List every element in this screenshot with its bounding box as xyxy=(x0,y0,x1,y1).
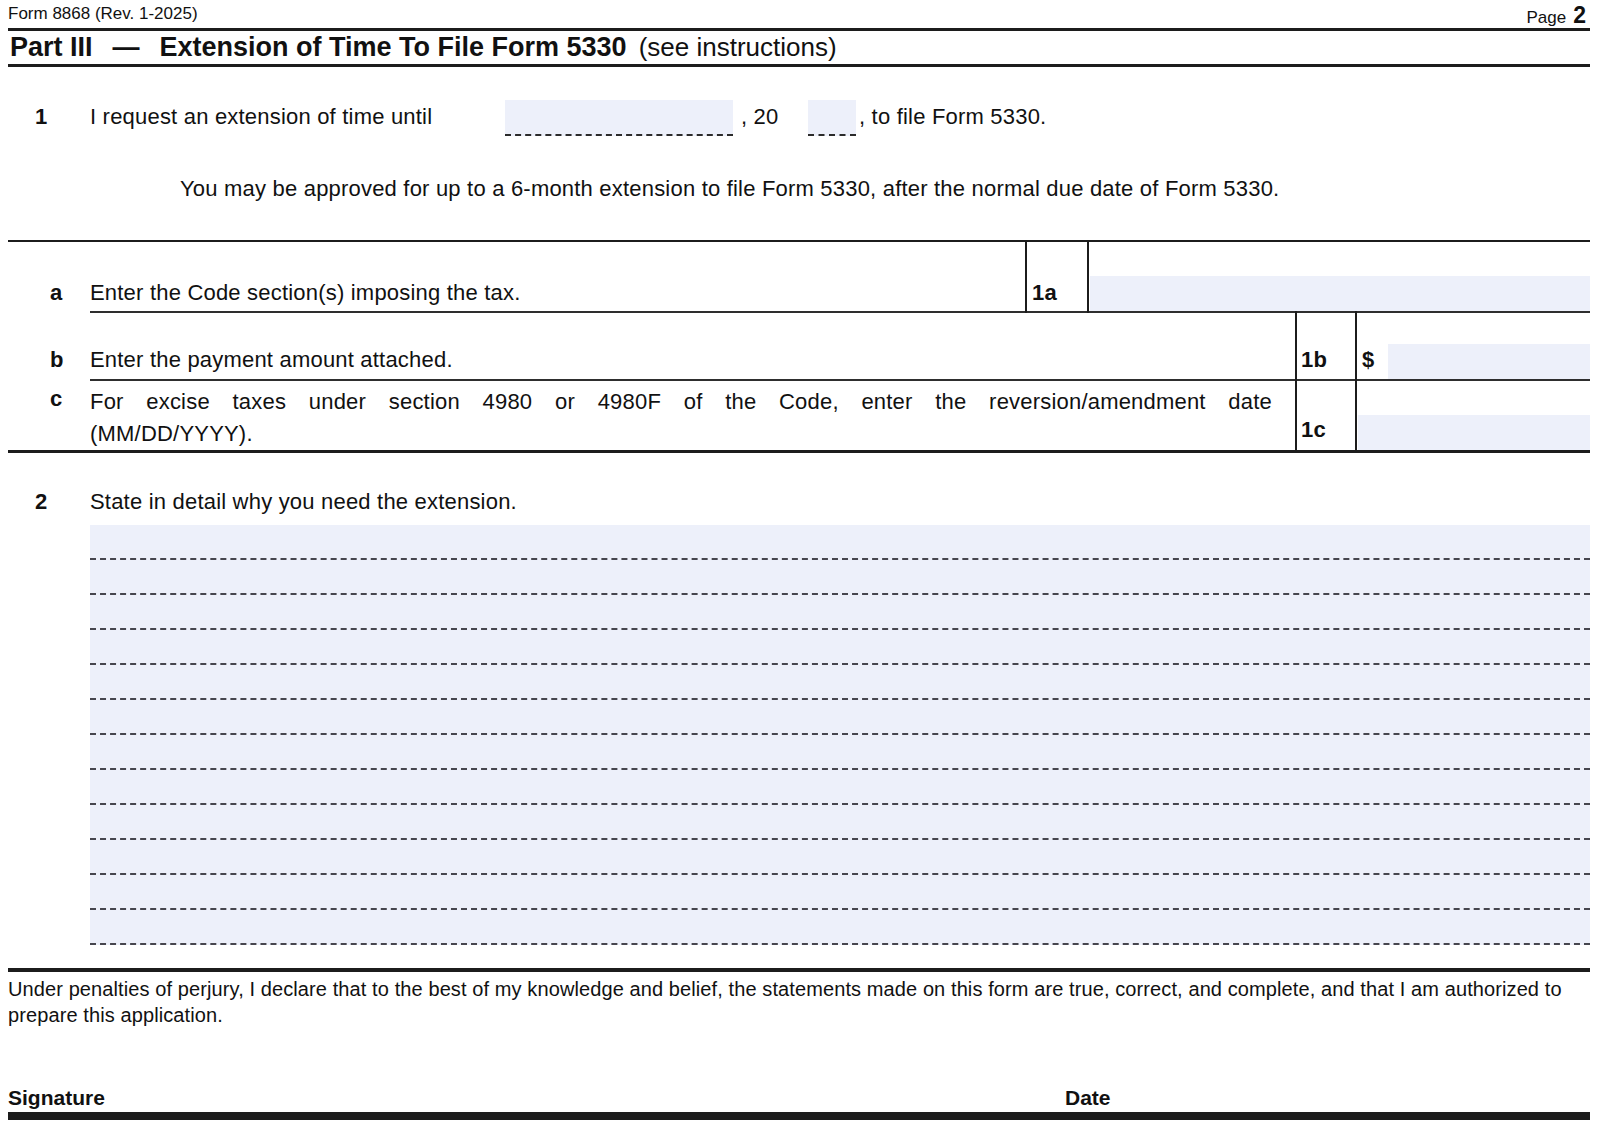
perjury-declaration: Under penalties of perjury, I declare th… xyxy=(8,976,1586,1028)
line1b-box-label: 1b xyxy=(1301,347,1327,373)
line1b-letter: b xyxy=(50,347,64,373)
line1-mid-text: , 20 xyxy=(741,104,779,130)
dashed-rule xyxy=(90,525,1590,560)
line1c-letter: c xyxy=(50,386,62,412)
row-a-divider xyxy=(90,311,1590,313)
line1-extension-date-field[interactable] xyxy=(505,100,733,136)
dashed-rule xyxy=(90,665,1590,700)
dashed-rule xyxy=(90,840,1590,875)
dollar-sign: $ xyxy=(1362,347,1374,373)
line1-text-after: , to file Form 5330. xyxy=(859,104,1046,130)
row-b-divider xyxy=(90,379,1590,381)
part3-bottom-divider xyxy=(8,64,1590,67)
dashed-rule xyxy=(90,700,1590,735)
line1a-box-label: 1a xyxy=(1032,280,1057,306)
dashed-rule xyxy=(90,910,1590,945)
cell-1a-left-border xyxy=(1025,240,1027,313)
dashed-rule xyxy=(90,875,1590,910)
line1a-value-field[interactable] xyxy=(1090,276,1590,311)
signature-label: Signature xyxy=(8,1086,105,1110)
line1-year-field[interactable] xyxy=(808,100,856,136)
line1c-text-line1: For excise taxes under section 4980 or 4… xyxy=(90,386,1272,418)
page-number: 2 xyxy=(1573,2,1586,29)
line1-text-before: I request an extension of time until xyxy=(90,104,432,130)
line2-explanation-textarea[interactable] xyxy=(90,525,1590,945)
part3-title: Extension of Time To File Form 5330 xyxy=(160,32,627,63)
part3-note: (see instructions) xyxy=(639,32,837,63)
declaration-top-divider xyxy=(8,968,1590,972)
table-top-divider xyxy=(8,240,1590,242)
cell-1a-right-border xyxy=(1087,240,1089,313)
line1-number: 1 xyxy=(35,104,47,130)
form-8868-page: Form 8868 (Rev. 1-2025) Page 2 Part III … xyxy=(0,0,1598,1124)
line2-text: State in detail why you need the extensi… xyxy=(90,489,517,515)
line2-number: 2 xyxy=(35,489,47,515)
line1c-text: For excise taxes under section 4980 or 4… xyxy=(90,386,1272,450)
line1c-box-label: 1c xyxy=(1301,417,1326,443)
date-label: Date xyxy=(1065,1086,1111,1110)
part3-label: Part III xyxy=(10,32,93,63)
part3-header: Part III — Extension of Time To File For… xyxy=(10,32,837,63)
part3-separator: — xyxy=(113,32,140,63)
cell-1b-1c-right-border xyxy=(1355,311,1357,452)
part3-top-divider xyxy=(8,28,1590,31)
form-id: Form 8868 (Rev. 1-2025) xyxy=(8,4,198,24)
dashed-rule xyxy=(90,595,1590,630)
table-bottom-divider xyxy=(8,450,1590,453)
line1a-text: Enter the Code section(s) imposing the t… xyxy=(90,280,520,306)
dashed-rule xyxy=(90,560,1590,595)
dashed-rule xyxy=(90,805,1590,840)
page-label: Page xyxy=(1527,8,1567,28)
line1c-date-field[interactable] xyxy=(1358,415,1590,450)
line1c-text-line2: (MM/DD/YYYY). xyxy=(90,418,1272,450)
bottom-border xyxy=(8,1112,1590,1120)
line1b-amount-field[interactable] xyxy=(1388,344,1590,379)
dashed-rule xyxy=(90,630,1590,665)
page-indicator: Page 2 xyxy=(1527,2,1587,29)
line1b-text: Enter the payment amount attached. xyxy=(90,347,453,373)
line1a-letter: a xyxy=(50,280,62,306)
dashed-rule xyxy=(90,770,1590,805)
line1-approval-note: You may be approved for up to a 6-month … xyxy=(180,176,1279,202)
dashed-rule xyxy=(90,735,1590,770)
cell-1b-1c-left-border xyxy=(1295,311,1297,452)
